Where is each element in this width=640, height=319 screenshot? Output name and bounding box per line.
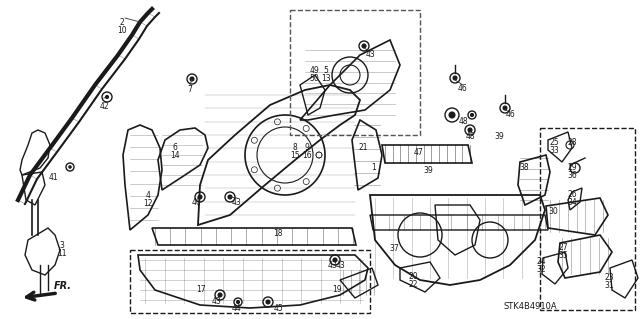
Text: 43: 43 xyxy=(232,198,242,207)
Text: 31: 31 xyxy=(604,281,614,290)
Text: 22: 22 xyxy=(408,280,418,289)
Circle shape xyxy=(333,258,337,262)
Circle shape xyxy=(453,76,457,80)
Text: 20: 20 xyxy=(408,272,418,281)
Text: 38: 38 xyxy=(519,163,529,172)
Text: 39: 39 xyxy=(494,132,504,141)
Text: 46: 46 xyxy=(505,110,515,119)
Text: 2: 2 xyxy=(120,18,124,27)
Text: 36: 36 xyxy=(567,171,577,180)
Text: 45: 45 xyxy=(273,304,283,313)
Text: 8: 8 xyxy=(292,143,298,152)
Text: 1: 1 xyxy=(372,163,376,172)
Text: 25: 25 xyxy=(549,138,559,147)
Circle shape xyxy=(503,106,507,110)
Text: 4: 4 xyxy=(145,191,150,200)
Text: 6: 6 xyxy=(173,143,177,152)
Text: 43: 43 xyxy=(366,50,376,59)
Text: 43: 43 xyxy=(328,261,338,270)
Text: 26: 26 xyxy=(567,190,577,199)
Text: 35: 35 xyxy=(558,251,568,260)
Text: 48: 48 xyxy=(465,132,475,141)
Text: 9: 9 xyxy=(305,143,309,152)
Text: 39: 39 xyxy=(423,166,433,175)
Text: 14: 14 xyxy=(170,151,180,160)
Text: 46: 46 xyxy=(458,84,468,93)
Text: FR.: FR. xyxy=(54,281,72,291)
Text: 32: 32 xyxy=(536,265,546,274)
Text: 11: 11 xyxy=(57,249,67,258)
Text: 34: 34 xyxy=(567,198,577,207)
Text: 37: 37 xyxy=(389,244,399,253)
Text: 42: 42 xyxy=(99,102,109,111)
Text: 49: 49 xyxy=(309,66,319,75)
Text: 44: 44 xyxy=(231,304,241,313)
Text: 41: 41 xyxy=(48,173,58,182)
Circle shape xyxy=(69,166,71,168)
Text: 15: 15 xyxy=(290,151,300,160)
Text: 13: 13 xyxy=(321,74,331,83)
Circle shape xyxy=(266,300,270,304)
Text: 50: 50 xyxy=(309,74,319,83)
Text: 19: 19 xyxy=(332,285,342,294)
Text: 7: 7 xyxy=(188,85,193,94)
Text: 27: 27 xyxy=(558,243,568,252)
Text: 29: 29 xyxy=(567,163,577,172)
Bar xyxy=(130,250,370,313)
Bar xyxy=(540,128,635,310)
Circle shape xyxy=(470,114,474,116)
Text: 23: 23 xyxy=(604,273,614,282)
Text: 48: 48 xyxy=(458,117,468,126)
Circle shape xyxy=(449,112,455,118)
Text: 30: 30 xyxy=(548,207,558,216)
Circle shape xyxy=(237,300,239,303)
Circle shape xyxy=(218,293,222,297)
Text: STK4B4910A: STK4B4910A xyxy=(503,302,557,311)
Circle shape xyxy=(106,95,109,99)
Text: 21: 21 xyxy=(358,143,368,152)
Text: 12: 12 xyxy=(143,199,153,208)
Circle shape xyxy=(198,195,202,199)
Text: 24: 24 xyxy=(536,257,546,266)
Text: 3: 3 xyxy=(60,241,65,250)
Bar xyxy=(290,10,420,135)
Circle shape xyxy=(228,195,232,199)
Text: 16: 16 xyxy=(302,151,312,160)
Text: 33: 33 xyxy=(549,146,559,155)
Circle shape xyxy=(362,44,366,48)
Text: 10: 10 xyxy=(117,26,127,35)
Circle shape xyxy=(468,128,472,132)
Text: 47: 47 xyxy=(413,148,423,157)
Text: 40: 40 xyxy=(191,198,201,207)
Text: 18: 18 xyxy=(273,229,283,238)
Text: 43: 43 xyxy=(211,297,221,306)
Circle shape xyxy=(190,77,194,81)
Text: 43: 43 xyxy=(335,261,345,270)
Text: 28: 28 xyxy=(567,138,577,147)
Text: 5: 5 xyxy=(324,66,328,75)
Text: 17: 17 xyxy=(196,285,206,294)
